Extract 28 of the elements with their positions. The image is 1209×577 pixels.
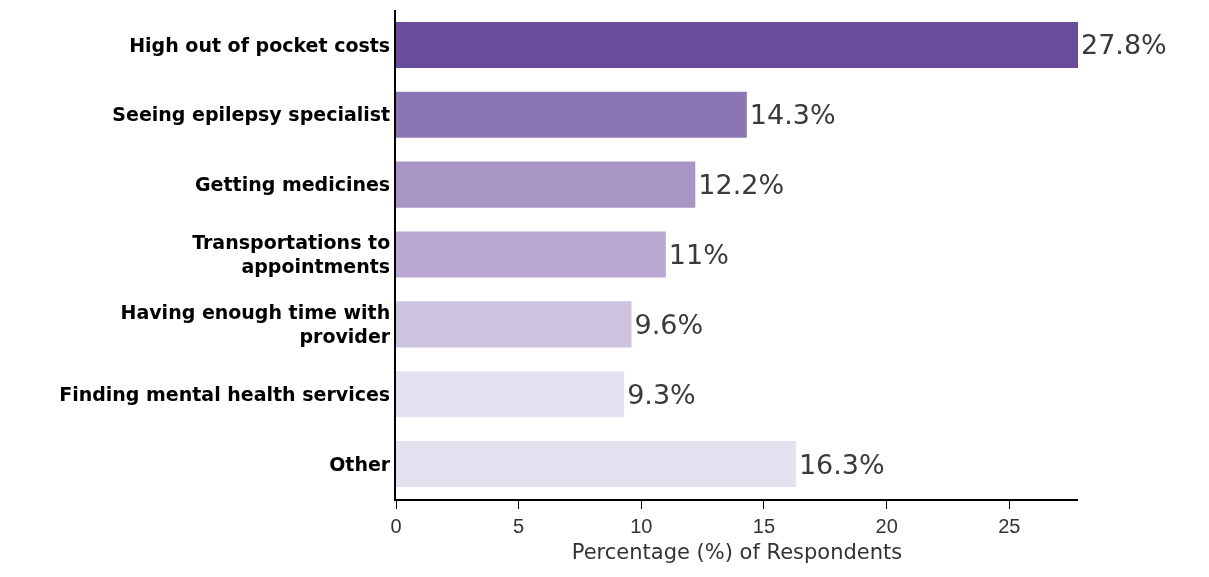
x-tick-label: 0 [390, 515, 402, 537]
data-label: 9.3% [627, 378, 696, 410]
y-tick-label: Seeing epilepsy specialist [112, 103, 391, 126]
data-label: 16.3% [798, 448, 885, 480]
x-tick-label: 5 [513, 515, 525, 537]
y-tick-label: High out of pocket costs [129, 33, 391, 56]
data-label: 11% [668, 239, 729, 270]
data-label: 14.3% [749, 99, 836, 131]
y-tick-label: Transportations to appointments [192, 230, 391, 278]
y-tick-label: Having enough time with provider [120, 300, 391, 348]
bar [396, 91, 747, 138]
x-tick-label: 10 [630, 515, 653, 537]
bar [396, 441, 796, 488]
x-tick-label: 25 [998, 515, 1021, 537]
y-tick-label: Finding mental health services [59, 382, 391, 405]
bar [396, 301, 632, 348]
x-tick-label: 15 [752, 515, 776, 537]
data-label: 12.2% [698, 169, 785, 201]
x-tick-label: 20 [875, 515, 898, 537]
data-label: 9.6% [634, 308, 704, 340]
bar [396, 21, 1078, 68]
data-label: 27.8% [1081, 29, 1167, 61]
y-tick-label: Other [329, 452, 391, 475]
bar [396, 161, 696, 208]
x-axis-title: Percentage (%) of Respondents [571, 539, 903, 564]
bar [396, 231, 666, 278]
bar [396, 371, 625, 418]
y-tick-label: Getting medicines [195, 173, 391, 196]
